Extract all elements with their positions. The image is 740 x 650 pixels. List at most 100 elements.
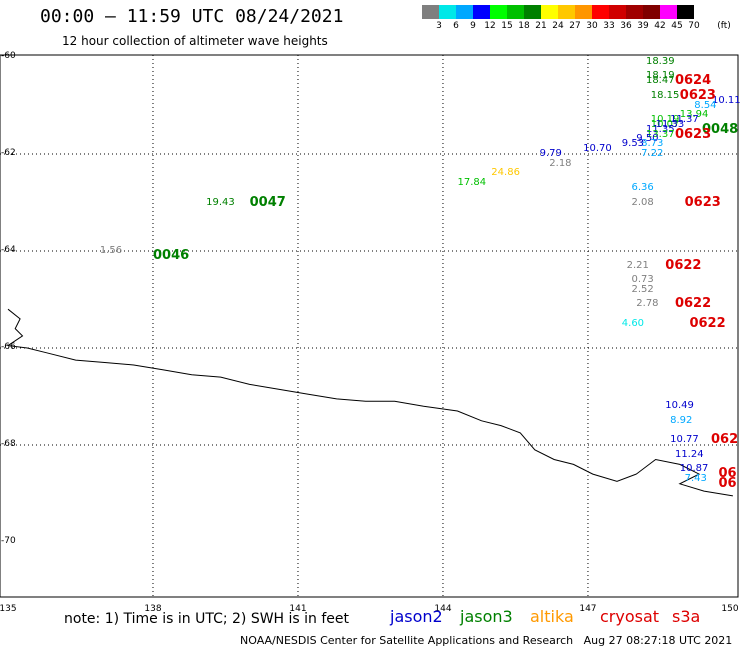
color-scale-tick: 24 <box>552 21 564 31</box>
wave-height-value: 18.15 <box>650 89 680 101</box>
pass-time-label: 0622 <box>689 315 726 331</box>
satellite-legend-cryosat: cryosat <box>600 607 660 626</box>
wave-height-value: 2.08 <box>631 196 654 208</box>
wave-height-value: 2.52 <box>631 283 654 295</box>
longitude-label: 150 <box>721 604 739 614</box>
wave-height-value: 24.86 <box>491 167 520 179</box>
wave-height-value: 1.56 <box>99 245 123 256</box>
map-frame <box>0 54 739 598</box>
latitude-label: -70 <box>1 536 16 546</box>
wave-height-value: 8.54 <box>694 99 717 111</box>
wave-height-value: 7.22 <box>641 148 664 159</box>
satellite-legend-altika: altika <box>530 607 574 626</box>
color-swatch <box>524 5 541 19</box>
wave-height-value: 6.36 <box>631 181 654 193</box>
color-scale-tick: 36 <box>620 21 632 31</box>
wave-height-value: 11.35 <box>645 123 675 135</box>
generated-timestamp: Aug 27 08:27:18 UTC 2021 <box>583 634 733 647</box>
pass-time-label: 0622 <box>674 296 712 312</box>
color-swatch <box>609 5 626 19</box>
wave-height-value: 10.07 <box>650 118 680 130</box>
wave-height-value: 9.53 <box>621 138 645 150</box>
longitude-label: 135 <box>0 604 17 614</box>
color-scale-tick: 45 <box>671 21 683 31</box>
color-swatch <box>677 5 694 19</box>
wave-height-value: 10.87 <box>679 463 709 475</box>
latitude-label: -64 <box>1 245 16 255</box>
longitude-label: 141 <box>289 604 307 614</box>
wave-height-value: 2.18 <box>549 157 572 169</box>
longitude-label: 138 <box>144 604 162 614</box>
color-scale-tick: 39 <box>637 21 649 31</box>
latitude-label: -66 <box>1 342 16 352</box>
wave-height-value: 17.84 <box>457 177 487 189</box>
pass-time-label: 0047 <box>249 194 286 210</box>
color-swatch <box>626 5 643 19</box>
wave-height-value: 11.24 <box>674 448 704 460</box>
antarctic-coastline <box>6 308 733 497</box>
color-scale-tick: 21 <box>535 21 547 31</box>
wave-height-value: 9.79 <box>539 148 562 159</box>
color-scale-tick: 9 <box>470 21 476 31</box>
wave-height-value: 13.37 <box>645 128 675 140</box>
color-swatch <box>575 5 592 19</box>
wave-height-value: 10.19 <box>650 114 680 126</box>
color-scale-tick: 12 <box>484 21 496 31</box>
color-scale-legend <box>422 5 694 19</box>
wave-height-value: 10.70 <box>583 143 612 155</box>
wave-height-value: 7.43 <box>684 472 707 484</box>
color-scale-tick: 15 <box>501 21 513 31</box>
longitude-label: 147 <box>579 604 597 614</box>
wave-height-value: 10.77 <box>670 434 699 446</box>
wave-height-value: 11.33 <box>655 118 685 130</box>
color-scale-tick: 6 <box>453 21 459 31</box>
credit-line: NOAA/NESDIS Center for Satellite Applica… <box>240 634 732 647</box>
pass-time-label: 062 <box>711 432 739 448</box>
satellite-legend-jason2: jason2 <box>390 607 443 626</box>
wave-height-value: 11.37 <box>670 114 699 126</box>
color-scale-tick: 3 <box>436 21 442 31</box>
color-swatch <box>473 5 490 19</box>
color-swatch <box>439 5 456 19</box>
color-swatch <box>490 5 507 19</box>
wave-height-value: 2.78 <box>636 298 659 310</box>
pass-time-label: 0048 <box>702 121 739 137</box>
color-swatch <box>422 5 439 19</box>
color-swatch <box>660 5 677 19</box>
color-swatch <box>592 5 609 19</box>
color-swatch <box>643 5 660 19</box>
color-scale-tick: 18 <box>518 21 530 31</box>
page-title: 00:00 – 11:59 UTC 08/24/2021 <box>40 6 344 27</box>
satellite-legend-jason3: jason3 <box>460 607 513 626</box>
latitude-label: -68 <box>1 439 16 449</box>
wave-height-value: 8.73 <box>641 138 664 150</box>
wave-height-value: 10.11 <box>712 94 740 106</box>
color-scale-unit: (ft) <box>717 21 731 31</box>
color-swatch <box>507 5 524 19</box>
credit-text: NOAA/NESDIS Center for Satellite Applica… <box>240 634 574 647</box>
pass-time-label: 06 <box>718 475 737 491</box>
pass-time-label: 06 <box>718 466 737 482</box>
pass-time-label: 0623 <box>674 126 712 142</box>
wave-height-value: 13.94 <box>679 109 709 121</box>
longitude-label: 144 <box>434 604 452 614</box>
wave-height-value: 8.92 <box>670 414 693 426</box>
pass-time-label: 0623 <box>679 87 716 103</box>
color-scale-tick: 42 <box>654 21 666 31</box>
wave-height-value: 19.43 <box>206 196 235 208</box>
graticule <box>0 55 738 597</box>
satellite-legend-s3a: s3a <box>672 607 701 626</box>
wave-height-value: 2.21 <box>626 259 649 271</box>
color-scale-tick: 30 <box>586 21 598 31</box>
wave-height-value: 0.73 <box>631 274 654 286</box>
color-scale-tick: 33 <box>603 21 615 31</box>
color-scale-labels: 3 6 9 12 15 18 21 24 27 30 33 36 39 42 45 70 (ft) <box>422 21 732 35</box>
pass-time-label: 0046 <box>152 247 190 263</box>
wave-height-value: 18.19 <box>645 70 675 82</box>
color-swatch <box>456 5 473 19</box>
footnote: note: 1) Time is in UTC; 2) SWH is in fe… <box>64 611 350 627</box>
wave-height-value: 18.39 <box>645 55 675 67</box>
latitude-label: -62 <box>1 148 16 158</box>
wave-height-value: 9.50 <box>636 133 659 145</box>
pass-time-label: 0623 <box>684 194 721 210</box>
